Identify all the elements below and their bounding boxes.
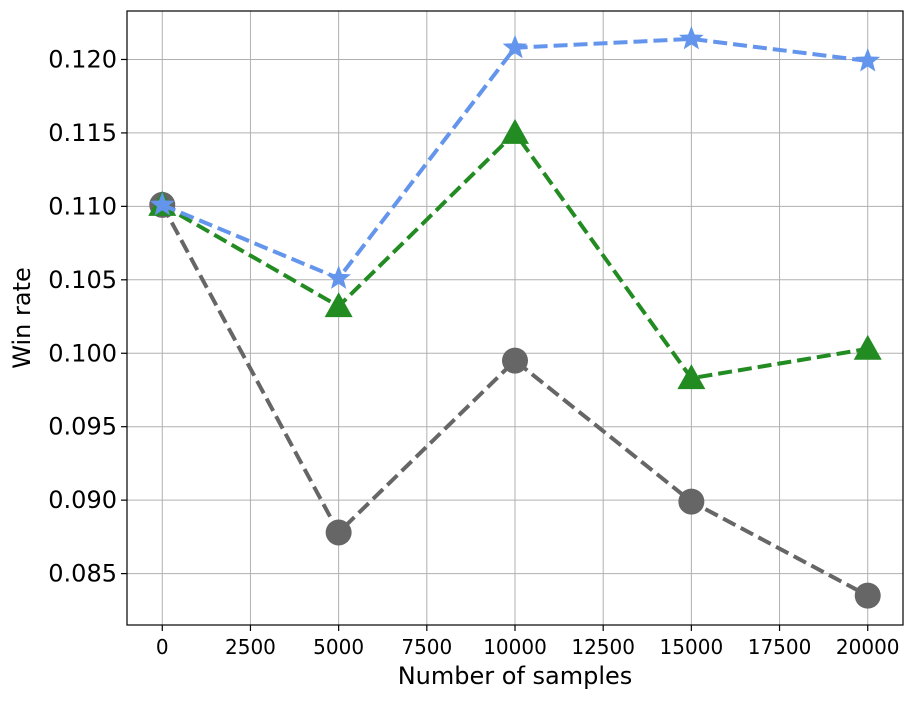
y-tick-label: 0.105	[48, 266, 117, 294]
data-point-circle	[325, 519, 352, 546]
y-tick-label: 0.100	[48, 339, 117, 367]
data-point-triangle	[324, 292, 353, 318]
series-line	[160, 203, 869, 598]
grid	[127, 11, 903, 625]
x-tick-label: 17500	[748, 635, 812, 659]
y-tick-label: 0.090	[48, 486, 117, 514]
data-point-star	[679, 25, 704, 50]
series-layer	[148, 25, 882, 609]
x-tick-label: 2500	[225, 635, 276, 659]
y-tick-label: 0.115	[48, 119, 117, 147]
x-axis-ticks: 0 2500 5000 7500 10000 12500 15000 17500 20000	[156, 625, 900, 659]
data-point-star	[502, 34, 528, 59]
x-tick-label: 15000	[660, 635, 724, 659]
data-point-triangle	[677, 364, 706, 390]
x-tick-label: 5000	[313, 635, 364, 659]
x-tick-label: 7500	[401, 635, 452, 659]
data-point-triangle	[853, 334, 882, 360]
x-tick-label: 10000	[483, 635, 547, 659]
x-tick-label: 20000	[836, 635, 900, 659]
data-point-star	[326, 265, 351, 289]
y-tick-label: 0.095	[48, 413, 117, 441]
series-3	[149, 25, 881, 289]
data-point-star	[149, 191, 175, 216]
x-axis-label: Number of samples	[398, 662, 633, 690]
data-point-circle	[854, 582, 881, 609]
y-axis-ticks: 0.085 0.090 0.095 0.100 0.105 0.110 0.115 0.120	[48, 45, 127, 588]
data-point-star	[855, 47, 881, 72]
y-tick-label: 0.110	[48, 192, 117, 220]
x-tick-label: 0	[156, 635, 169, 659]
data-point-circle	[502, 347, 528, 374]
y-tick-label: 0.085	[48, 560, 117, 588]
data-point-circle	[678, 488, 705, 515]
y-axis-label: Win rate	[8, 267, 36, 368]
y-tick-label: 0.120	[48, 45, 117, 73]
data-point-triangle	[501, 118, 529, 144]
series-1	[149, 191, 881, 609]
x-tick-label: 12500	[571, 635, 635, 659]
